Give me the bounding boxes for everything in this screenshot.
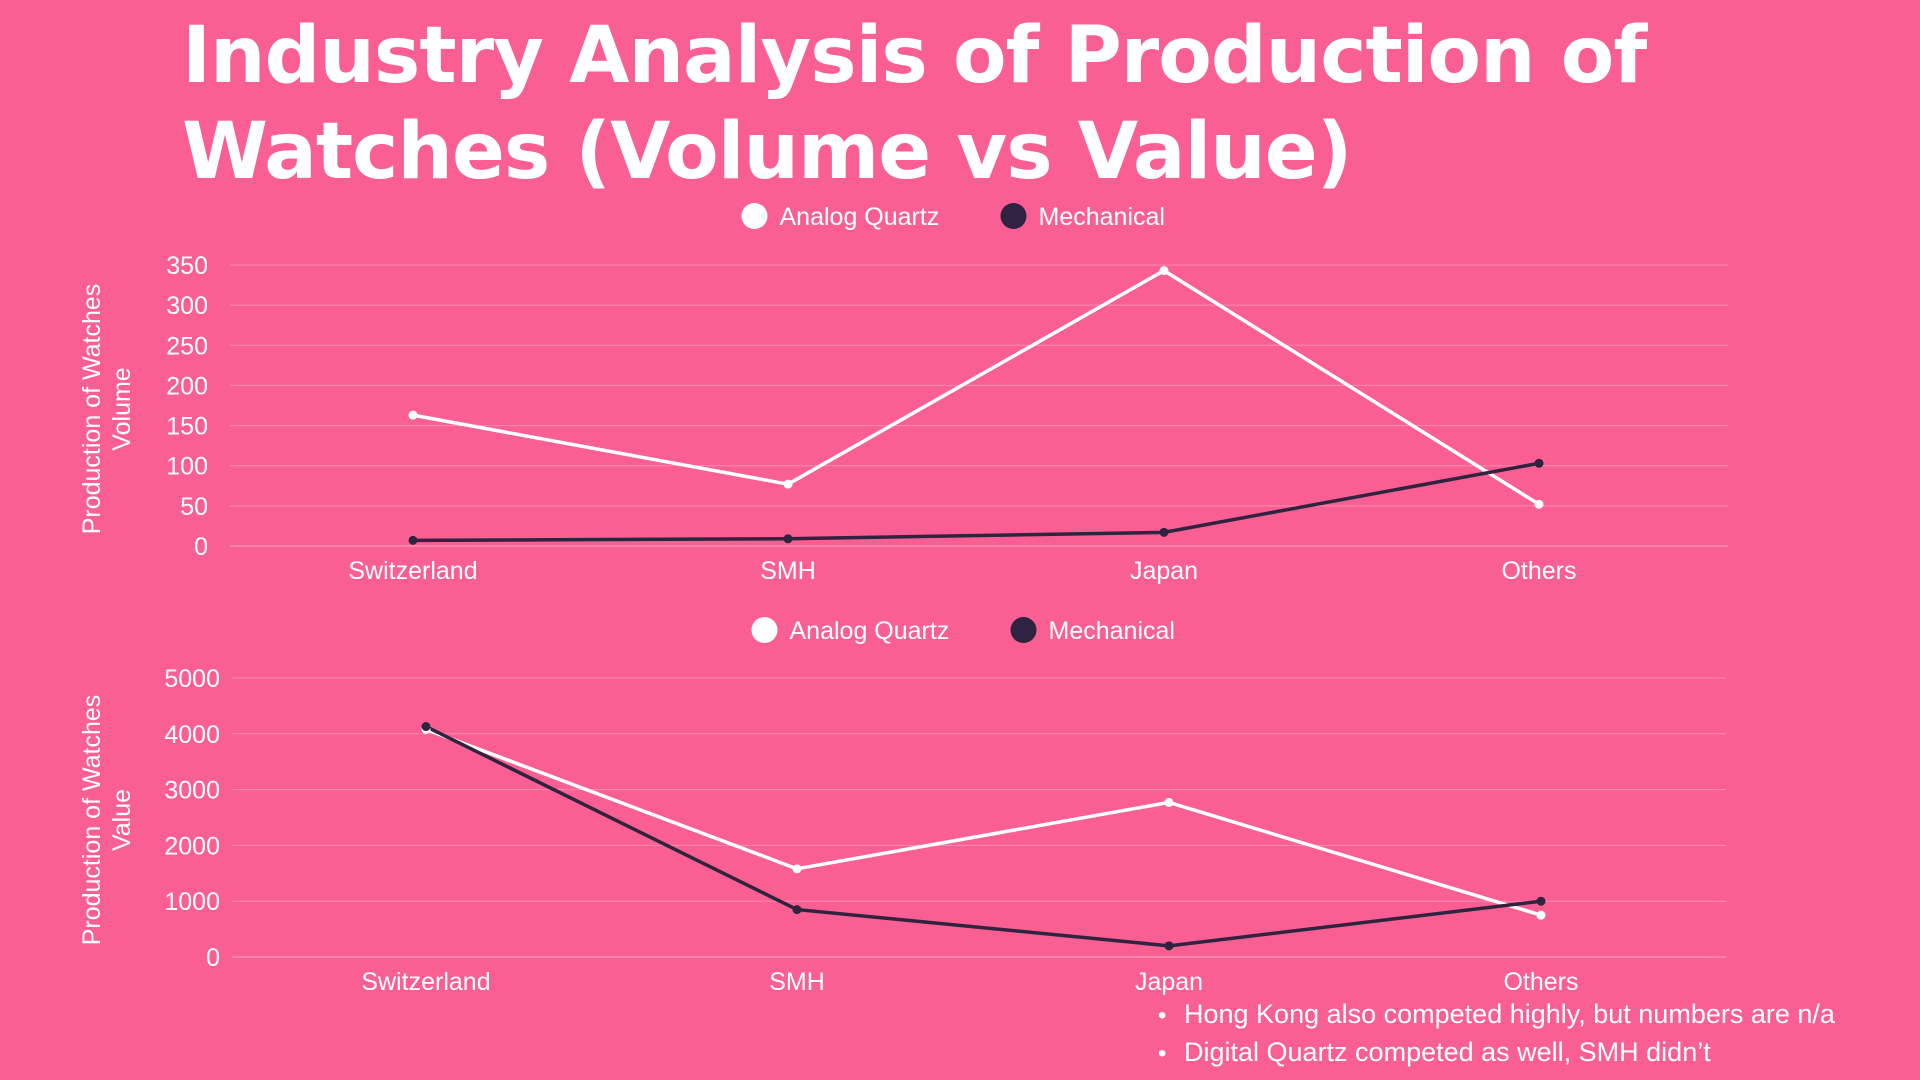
y-axis-label-line: Volume [108,367,136,450]
page-title: Industry Analysis of Production of Watch… [182,11,1647,197]
x-tick-label: Others [1503,968,1578,996]
legend-marker [1000,203,1027,229]
y-axis-label-line: Production of Watches [78,284,106,535]
y-axis-label-line: Value [108,789,136,851]
x-tick-label: Others [1501,557,1576,585]
legend-marker [741,203,768,229]
x-tick-label: Japan [1135,968,1203,996]
data-point-analog-quartz [1164,797,1174,807]
y-axis-label: Production of WatchesValue [78,695,136,946]
legend-label: Mechanical [1049,617,1175,645]
data-point-analog-quartz [792,864,802,874]
volume-line-chart: 0 50 100 150 200 250 300 350 Switzerland SMH Japan… [78,203,1728,585]
y-tick-label: 350 [166,252,208,280]
y-tick-label: 1000 [164,888,220,916]
data-point-analog-quartz [1159,266,1169,276]
series-line-analog-quartz [412,268,1540,506]
x-tick-label: Switzerland [348,557,477,585]
y-tick-label: 50 [180,493,208,521]
legend-marker [1010,617,1037,643]
y-tick-label: 250 [166,332,208,360]
data-point-analog-quartz [783,479,793,489]
value-line-chart: 0 1000 2000 3000 4000 5000 Switzerland SMH Japan… [78,617,1726,996]
x-tick-label: Switzerland [361,968,490,996]
y-tick-label: 4000 [164,721,220,749]
notes-list: Hong Kong also competed highly, but numb… [1158,996,1835,1072]
series-line-mechanical [412,461,1540,543]
y-tick-label: 3000 [164,777,220,805]
data-point-analog-quartz [408,410,418,420]
y-tick-label: 2000 [164,832,220,860]
legend-label: Mechanical [1039,203,1165,231]
series-line-mechanical [425,724,1542,948]
y-tick-label: 200 [166,372,208,400]
series-line-analog-quartz [425,727,1542,917]
x-tick-label: SMH [769,968,825,996]
data-point-mechanical [1534,458,1544,468]
y-axis-label: Production of WatchesVolume [78,284,136,535]
legend-item-analog-quartz: Analog Quartz [741,203,940,231]
x-tick-label: Japan [1130,557,1198,585]
data-point-mechanical [1536,896,1546,906]
data-point-mechanical [783,534,793,544]
note-item: Digital Quartz competed as well, SMH did… [1158,1034,1835,1072]
legend-item-mechanical: Mechanical [1010,617,1175,645]
data-point-analog-quartz [1534,499,1544,509]
data-point-analog-quartz [1536,910,1546,920]
y-axis-label-line: Production of Watches [78,695,106,946]
data-point-mechanical [792,905,802,915]
y-tick-label: 150 [166,413,208,441]
legend-item-analog-quartz: Analog Quartz [751,617,950,645]
legend-label: Analog Quartz [780,203,940,231]
x-tick-label: SMH [760,557,816,585]
y-tick-label: 0 [206,944,220,972]
data-point-mechanical [421,722,431,732]
legend-label: Analog Quartz [790,617,950,645]
legend-item-mechanical: Mechanical [1000,203,1165,231]
legend-marker [751,617,778,643]
y-tick-label: 5000 [164,665,220,693]
data-point-mechanical [1159,527,1169,537]
note-item: Hong Kong also competed highly, but numb… [1158,996,1835,1034]
y-tick-label: 300 [166,292,208,320]
y-tick-label: 100 [166,453,208,481]
data-point-mechanical [1164,941,1174,951]
data-point-mechanical [408,535,418,545]
y-tick-label: 0 [194,533,208,561]
